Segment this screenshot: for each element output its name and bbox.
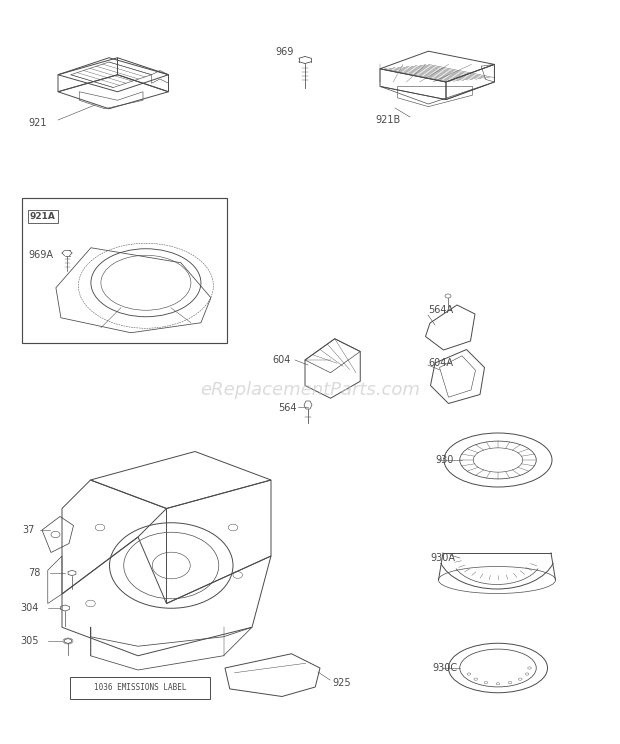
Text: 921B: 921B [375,115,401,125]
Text: 78: 78 [28,568,40,578]
Text: 564: 564 [278,403,296,413]
Text: 564A: 564A [428,305,453,315]
Text: 921: 921 [28,118,46,128]
Text: 969A: 969A [28,250,53,260]
Text: 925: 925 [332,678,351,688]
Bar [22,198,227,343]
Text: 921A: 921A [30,212,56,221]
Text: 969: 969 [275,47,293,57]
Text: 930: 930 [435,455,453,465]
Text: 304: 304 [20,603,38,613]
Text: eReplacementParts.com: eReplacementParts.com [200,381,420,399]
Text: 604A: 604A [428,358,453,368]
Bar [70,677,210,699]
Text: 604: 604 [272,355,290,365]
Text: 930C: 930C [432,663,457,673]
Text: 305: 305 [20,636,38,646]
Text: 1036 EMISSIONS LABEL: 1036 EMISSIONS LABEL [94,684,186,693]
Text: 930A: 930A [430,553,455,563]
Text: 37: 37 [22,525,34,535]
